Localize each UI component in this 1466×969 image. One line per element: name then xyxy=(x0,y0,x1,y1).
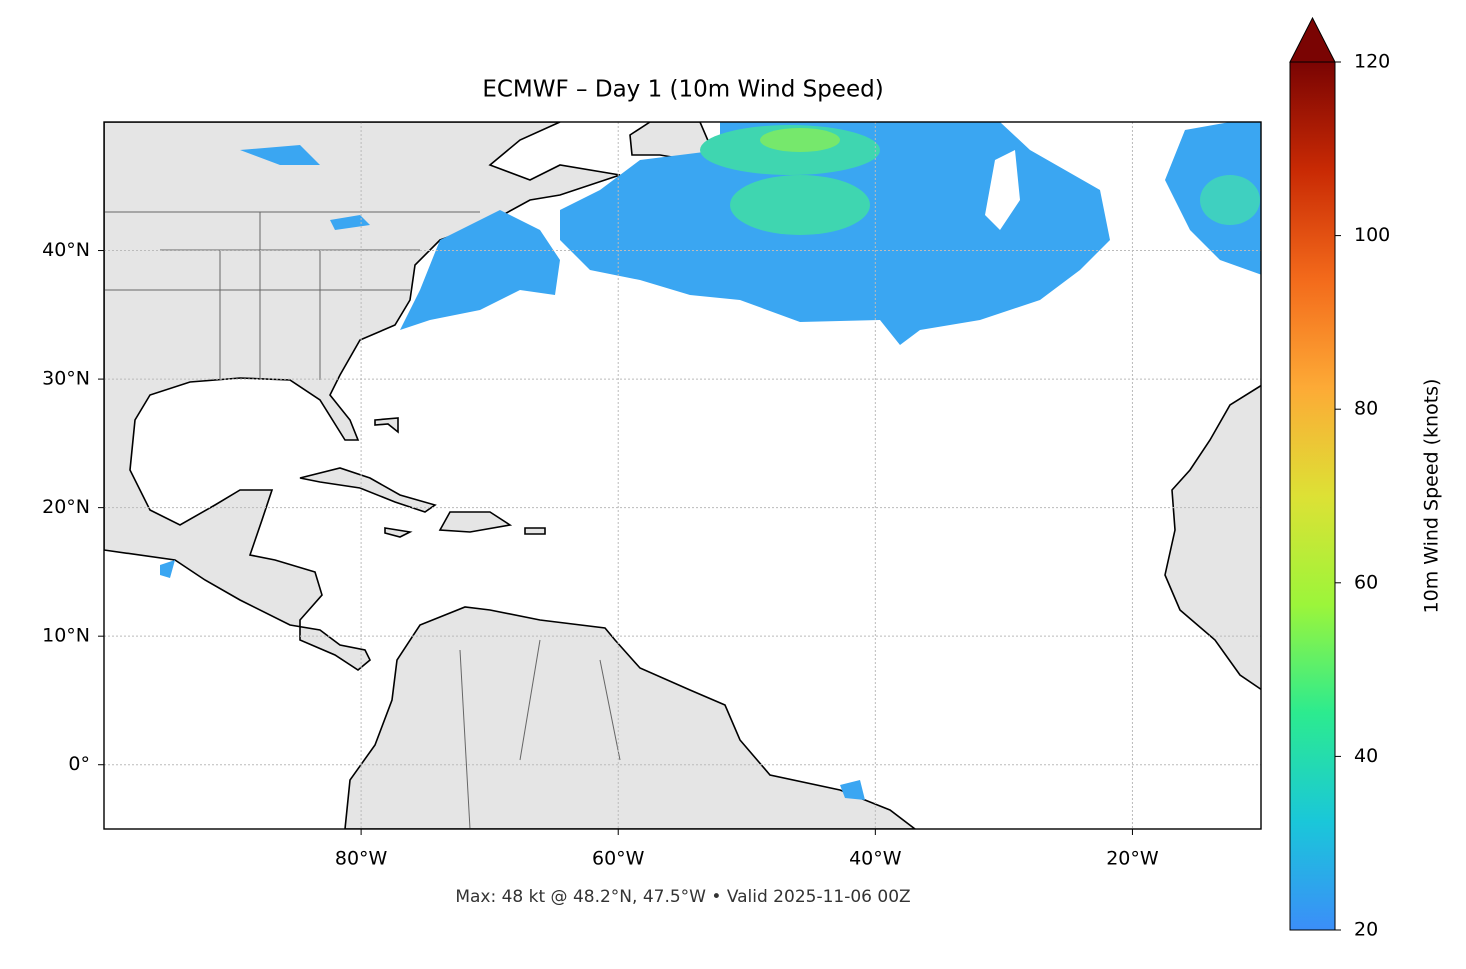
colorbar-tick-label: 40 xyxy=(1354,745,1378,767)
map xyxy=(104,122,1261,829)
colorbar xyxy=(1289,61,1336,931)
colorbar-tick-label: 20 xyxy=(1354,919,1378,941)
hispaniola xyxy=(438,511,513,533)
y-tick-label: 10°N xyxy=(42,625,90,647)
wind-core xyxy=(760,128,840,152)
plot-frame xyxy=(103,121,1262,830)
south-america xyxy=(344,606,917,829)
africa xyxy=(1164,384,1261,691)
colorbar-tick-label: 60 xyxy=(1354,571,1378,593)
y-tick-label: 0° xyxy=(68,753,90,775)
colorbar-tick-label: 80 xyxy=(1354,398,1378,420)
borders xyxy=(104,211,621,829)
colorbar-tick-label: 120 xyxy=(1354,51,1390,73)
north-america xyxy=(104,122,621,671)
jamaica xyxy=(384,527,413,538)
colorbar-tick-label: 100 xyxy=(1354,224,1390,246)
chart-title: ECMWF – Day 1 (10m Wind Speed) xyxy=(482,77,883,103)
puerto-rico xyxy=(524,527,546,535)
x-tick-label: 40°W xyxy=(849,848,902,870)
x-tick-label: 20°W xyxy=(1106,848,1159,870)
y-tick-label: 20°N xyxy=(42,496,90,518)
colorbar-label: 10m Wind Speed (knots) xyxy=(1421,379,1443,614)
cuba xyxy=(299,467,437,513)
x-tick-label: 80°W xyxy=(335,848,388,870)
bahamas xyxy=(374,417,399,434)
x-tick-label: 60°W xyxy=(592,848,645,870)
annotation: Max: 48 kt @ 48.2°N, 47.5°W • Valid 2025… xyxy=(455,887,910,907)
colorbar-extend xyxy=(1289,16,1336,63)
wind-core xyxy=(730,175,870,235)
y-tick-label: 40°N xyxy=(42,239,90,261)
wind-core xyxy=(1200,175,1260,225)
wind-area xyxy=(560,122,1110,345)
y-tick-label: 30°N xyxy=(42,368,90,390)
wind-area xyxy=(400,210,560,330)
